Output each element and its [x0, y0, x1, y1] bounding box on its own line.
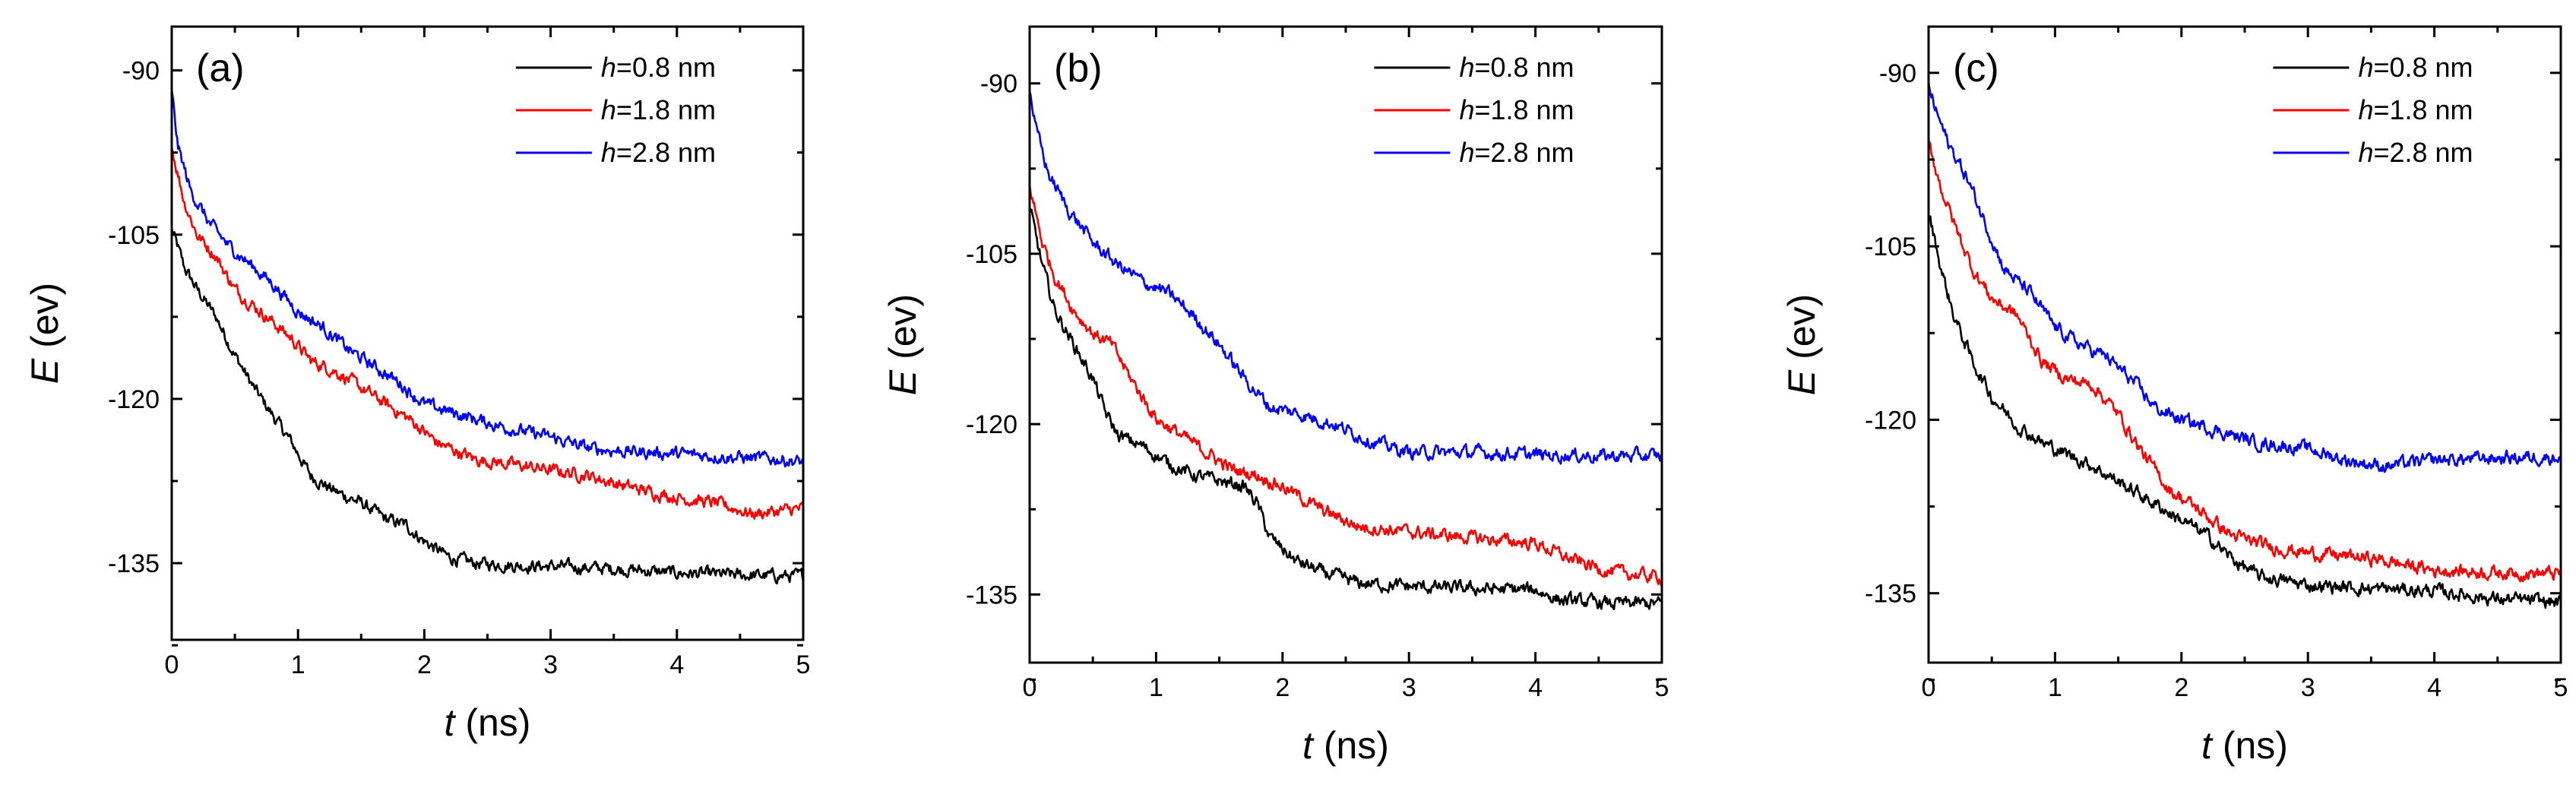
legend-entry: h=1.8 nm: [601, 94, 716, 125]
legend-entry-text: =2.8 nm: [2373, 137, 2473, 168]
x-tick-label: 0: [1023, 673, 1037, 702]
y-tick-label: -120: [1865, 406, 1916, 435]
x-tick-label: 5: [1655, 673, 1669, 702]
legend-entry-text: =1.8 nm: [1474, 94, 1574, 125]
x-axis-title: t (ns): [2201, 724, 2288, 767]
x-tick-label: 1: [291, 650, 305, 679]
legend-entry: h=0.8 nm: [1459, 52, 1574, 83]
y-tick-label: -135: [1865, 580, 1916, 609]
panel-label: (a): [196, 46, 245, 90]
y-tick-label: -135: [108, 549, 160, 578]
panel-label: (b): [1054, 46, 1103, 90]
x-tick-label: 2: [2174, 673, 2188, 702]
y-axis-title-var: E: [881, 369, 924, 395]
legend-entry-var: h: [601, 137, 616, 168]
legend-entry-var: h: [2358, 137, 2373, 168]
x-axis-title-unit: (ns): [454, 701, 530, 744]
x-tick-label: 4: [2427, 673, 2442, 702]
legend-entry-var: h: [2358, 94, 2373, 125]
x-tick-label: 3: [2301, 673, 2315, 702]
legend-entry-var: h: [601, 52, 616, 83]
x-axis-title-var: t: [2201, 724, 2214, 767]
x-axis-title-var: t: [445, 701, 457, 744]
x-tick-label: 3: [543, 650, 558, 679]
legend-entry-text: =1.8 nm: [2373, 94, 2473, 125]
x-tick-label: 1: [2048, 673, 2062, 702]
x-tick-label: 5: [2554, 673, 2568, 702]
legend-entry: h=2.8 nm: [601, 137, 716, 168]
x-tick-label: 4: [669, 650, 684, 679]
legend-entry: h=1.8 nm: [1459, 94, 1574, 125]
x-tick-label: 2: [1275, 673, 1290, 702]
y-axis-title-var: E: [1780, 369, 1823, 395]
y-tick-label: -105: [108, 221, 160, 250]
legend-entry-text: =2.8 nm: [1474, 137, 1574, 168]
y-axis-title: E (ev): [24, 283, 66, 384]
x-axis-title-var: t: [1302, 724, 1315, 767]
y-tick-label: -90: [122, 57, 160, 86]
x-tick-label: 0: [165, 650, 179, 679]
series-line-h1_8nm: [172, 147, 803, 520]
legend-entry-var: h: [2358, 52, 2373, 83]
y-tick-label: -90: [1879, 59, 1916, 88]
y-tick-label: -135: [966, 581, 1017, 609]
series-line-h0_8nm: [1929, 214, 2561, 609]
legend-entry-text: =2.8 nm: [616, 137, 716, 168]
legend-entry: h=0.8 nm: [2358, 52, 2473, 83]
x-tick-label: 3: [1402, 673, 1416, 702]
series-line-h2_8nm: [1030, 91, 1662, 465]
series-line-h0_8nm: [1030, 207, 1662, 611]
y-tick-label: -120: [966, 410, 1017, 439]
series-group: [1030, 91, 1662, 611]
y-axis-title: E (ev): [1780, 294, 1823, 395]
y-tick-label: -120: [108, 385, 160, 414]
legend-entry: h=2.8 nm: [2358, 137, 2473, 168]
y-tick-label: -90: [980, 70, 1017, 99]
x-tick-label: 2: [417, 650, 432, 679]
legend-entry-var: h: [1459, 94, 1474, 125]
series-group: [172, 89, 803, 585]
y-axis-title-unit: (ev): [24, 283, 66, 359]
series-line-h1_8nm: [1030, 185, 1662, 587]
x-tick-label: 0: [1922, 673, 1936, 702]
x-axis-title: t (ns): [1302, 724, 1389, 767]
y-axis-title-unit: (ev): [881, 294, 924, 370]
legend-entry-var: h: [1459, 137, 1474, 168]
series-line-h1_8nm: [1929, 141, 2561, 583]
legend-entry-var: h: [1459, 52, 1474, 83]
panel-label: (c): [1953, 46, 1999, 90]
legend-entry: h=2.8 nm: [1459, 137, 1574, 168]
series-line-h2_8nm: [172, 89, 803, 468]
x-tick-label: 4: [1528, 673, 1543, 702]
x-axis-title: t (ns): [445, 701, 531, 744]
y-tick-label: -105: [1865, 233, 1916, 261]
legend-entry-var: h: [601, 94, 616, 125]
series-line-h2_8nm: [1929, 81, 2561, 473]
legend-entry-text: =1.8 nm: [616, 94, 716, 125]
legend-entry-text: =0.8 nm: [1474, 52, 1574, 83]
x-axis-title-unit: (ns): [2212, 724, 2288, 767]
y-axis-title: E (ev): [881, 294, 924, 395]
x-tick-label: 5: [796, 650, 811, 679]
x-tick-label: 1: [1149, 673, 1163, 702]
x-axis-title-unit: (ns): [1313, 724, 1389, 767]
series-line-h0_8nm: [172, 227, 803, 585]
series-group: [1929, 81, 2561, 609]
legend-entry: h=1.8 nm: [2358, 94, 2473, 125]
legend-entry-text: =0.8 nm: [2373, 52, 2473, 83]
y-axis-title-var: E: [24, 358, 66, 384]
legend-entry: h=0.8 nm: [601, 52, 716, 83]
legend-entry-text: =0.8 nm: [616, 52, 716, 83]
y-tick-label: -105: [966, 240, 1017, 269]
y-axis-title-unit: (ev): [1780, 294, 1823, 370]
